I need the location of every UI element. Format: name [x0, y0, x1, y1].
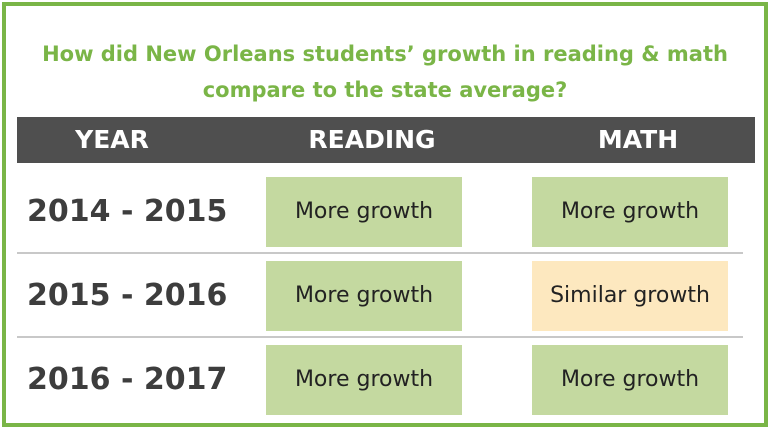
row-year: 2014 - 2015	[27, 194, 228, 229]
table-header: YEAR READING MATH	[17, 117, 755, 163]
header-reading: READING	[308, 125, 436, 154]
title-line-1: How did New Orleans students’ growth in …	[42, 42, 728, 66]
table-row: 2016 - 2017 More growth More growth	[17, 338, 755, 422]
infographic-title: How did New Orleans students’ growth in …	[6, 36, 764, 108]
reading-growth-cell: More growth	[266, 261, 462, 331]
row-divider	[17, 252, 743, 254]
row-divider	[17, 336, 743, 338]
reading-growth-cell: More growth	[266, 177, 462, 247]
row-year: 2016 - 2017	[27, 362, 228, 397]
math-growth-cell: More growth	[532, 345, 728, 415]
math-growth-cell: Similar growth	[532, 261, 728, 331]
header-year: YEAR	[75, 125, 149, 154]
table-row: 2014 - 2015 More growth More growth	[17, 170, 755, 254]
math-growth-cell: More growth	[532, 177, 728, 247]
table-row: 2015 - 2016 More growth Similar growth	[17, 254, 755, 338]
header-math: MATH	[597, 125, 679, 154]
title-line-2: compare to the state average?	[202, 78, 568, 102]
reading-growth-cell: More growth	[266, 345, 462, 415]
row-year: 2015 - 2016	[27, 278, 228, 313]
